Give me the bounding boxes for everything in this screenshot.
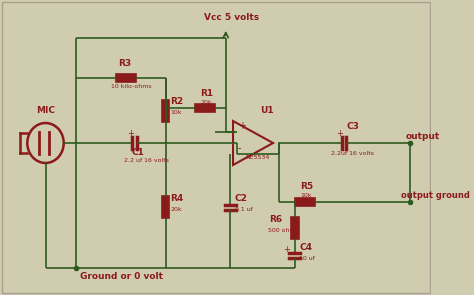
Text: 10 kilo-ohms: 10 kilo-ohms bbox=[111, 84, 152, 89]
Text: R4: R4 bbox=[170, 194, 183, 203]
Bar bbox=[292, 217, 299, 239]
Text: 20k: 20k bbox=[200, 100, 212, 105]
Text: C2: C2 bbox=[235, 194, 248, 203]
Text: C3: C3 bbox=[347, 122, 360, 131]
Text: -: - bbox=[237, 143, 241, 153]
Text: MIC: MIC bbox=[36, 106, 55, 115]
Text: 10 uf: 10 uf bbox=[300, 256, 315, 261]
Text: +: + bbox=[337, 129, 343, 138]
Text: +: + bbox=[237, 121, 246, 131]
Text: NE5534: NE5534 bbox=[246, 155, 270, 160]
Text: output: output bbox=[406, 132, 440, 141]
Text: output ground: output ground bbox=[401, 191, 469, 200]
Text: 500 ohms: 500 ohms bbox=[268, 228, 299, 233]
Text: C4: C4 bbox=[300, 243, 312, 252]
Text: 2.2 uf 16 volts: 2.2 uf 16 volts bbox=[124, 158, 169, 163]
Text: Vcc 5 volts: Vcc 5 volts bbox=[204, 13, 259, 22]
Bar bbox=[195, 104, 215, 112]
Text: R2: R2 bbox=[170, 98, 183, 106]
Text: U1: U1 bbox=[260, 106, 274, 115]
Text: 20k: 20k bbox=[170, 207, 182, 212]
Text: R1: R1 bbox=[200, 89, 213, 98]
Text: 10k: 10k bbox=[301, 193, 312, 198]
Text: +: + bbox=[283, 245, 290, 253]
Text: Ground or 0 volt: Ground or 0 volt bbox=[80, 272, 163, 281]
Bar bbox=[116, 74, 136, 82]
Bar bbox=[162, 196, 169, 218]
Text: R5: R5 bbox=[301, 182, 313, 191]
Text: 2.2uf 16 volts: 2.2uf 16 volts bbox=[331, 151, 374, 156]
Text: C1: C1 bbox=[132, 148, 145, 157]
Text: R6: R6 bbox=[269, 215, 283, 224]
Text: R3: R3 bbox=[118, 59, 131, 68]
Bar bbox=[162, 99, 169, 122]
Text: 0.1 uf: 0.1 uf bbox=[235, 207, 253, 212]
Bar bbox=[295, 198, 315, 206]
Text: +: + bbox=[127, 129, 134, 138]
Text: 10k: 10k bbox=[170, 111, 182, 116]
